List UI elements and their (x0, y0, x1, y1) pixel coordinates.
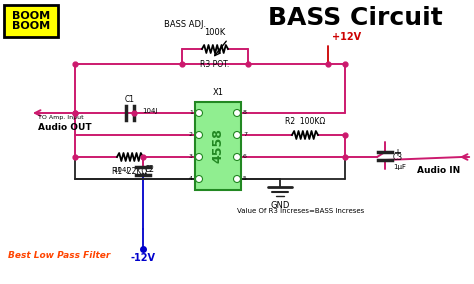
Text: +: + (393, 148, 401, 158)
Text: 104J: 104J (142, 108, 157, 114)
Text: 8: 8 (243, 110, 247, 116)
Circle shape (195, 131, 202, 139)
Text: C2: C2 (145, 166, 155, 174)
Text: GND: GND (270, 201, 290, 210)
Text: 104J: 104J (114, 167, 129, 173)
Bar (195, 102, 241, 190)
Text: TO Amp. Input: TO Amp. Input (38, 115, 83, 120)
Text: BOOM: BOOM (12, 11, 50, 21)
Text: 4: 4 (189, 176, 193, 181)
Text: X1: X1 (212, 88, 224, 97)
Text: BASS Circuit: BASS Circuit (268, 6, 442, 30)
Text: R1  22KΩ: R1 22KΩ (112, 167, 147, 176)
Text: 1µF: 1µF (393, 164, 406, 170)
Circle shape (195, 153, 202, 160)
Circle shape (195, 176, 202, 183)
Text: 7: 7 (243, 133, 247, 137)
Text: 6: 6 (243, 154, 247, 160)
Text: 3: 3 (189, 154, 193, 160)
Text: +12V: +12V (332, 32, 361, 42)
Text: Value Of R3 Increses=BASS Increses: Value Of R3 Increses=BASS Increses (237, 208, 364, 214)
Text: Audio OUT: Audio OUT (38, 123, 91, 132)
Text: -12V: -12V (130, 253, 155, 263)
Text: R3 POT.: R3 POT. (201, 60, 229, 69)
Circle shape (195, 110, 202, 116)
Text: BOOM: BOOM (12, 21, 50, 32)
Text: 5: 5 (243, 176, 247, 181)
Text: Best Low Pass Filter: Best Low Pass Filter (8, 252, 110, 260)
Circle shape (234, 110, 240, 116)
Text: Audio IN: Audio IN (417, 166, 460, 175)
Text: C3: C3 (393, 153, 403, 162)
Text: 1: 1 (189, 110, 193, 116)
Circle shape (234, 153, 240, 160)
Text: 4558: 4558 (211, 129, 225, 163)
Text: R2  100KΩ: R2 100KΩ (285, 117, 325, 126)
Text: 100K: 100K (204, 28, 226, 37)
Circle shape (234, 131, 240, 139)
Text: C1: C1 (125, 95, 135, 104)
FancyBboxPatch shape (4, 5, 58, 37)
Text: BASS ADJ.: BASS ADJ. (164, 20, 206, 29)
Text: 2: 2 (189, 133, 193, 137)
Circle shape (234, 176, 240, 183)
